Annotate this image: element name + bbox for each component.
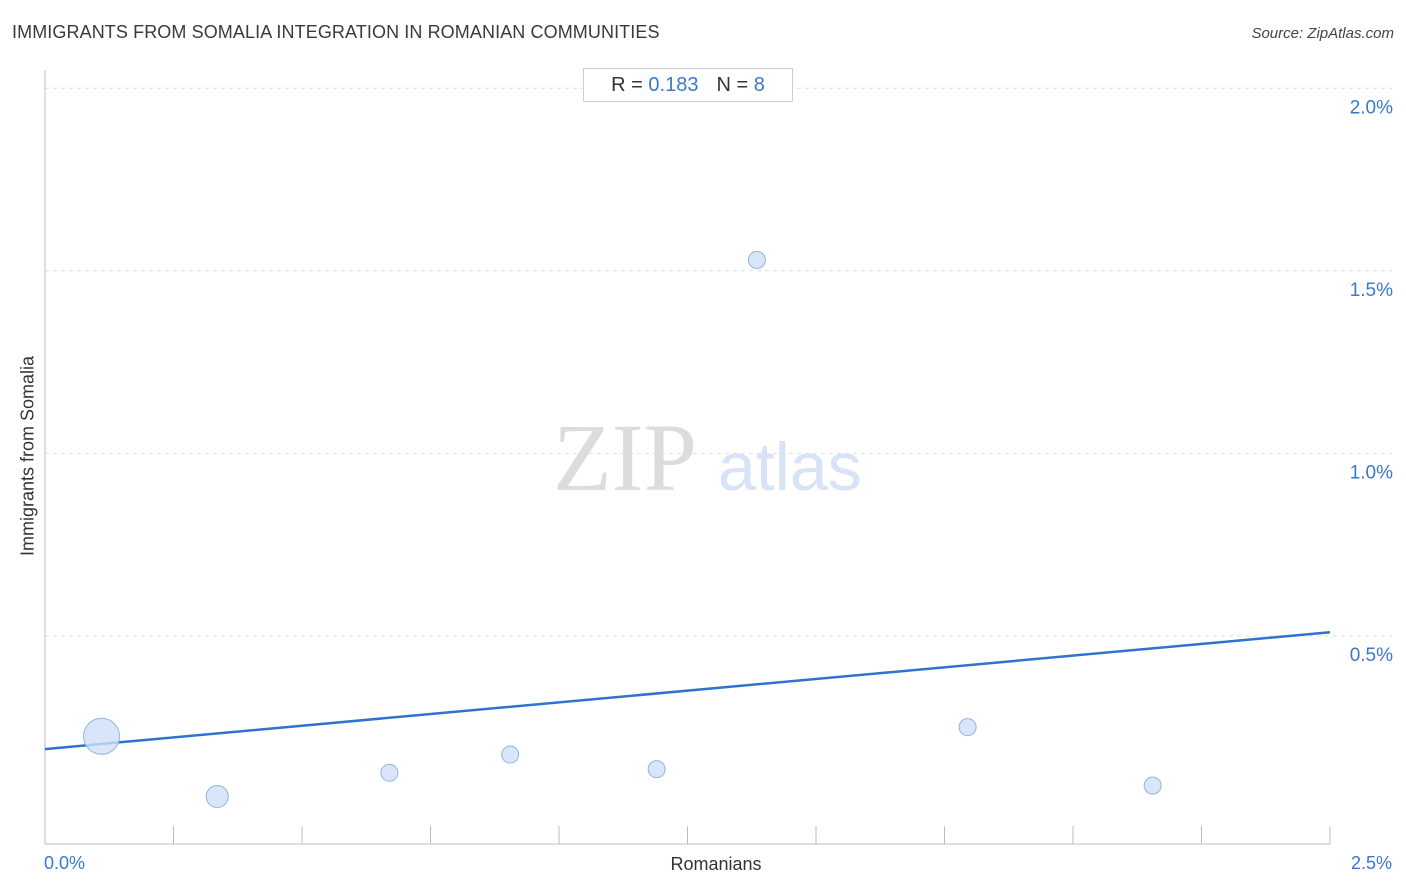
data-point-0 xyxy=(83,717,121,755)
r-label: R = xyxy=(611,73,643,96)
watermark-atlas: atlas xyxy=(718,429,862,505)
data-points xyxy=(83,250,1162,809)
y-tick-label-3: 2.0% xyxy=(1350,97,1393,118)
chart-title: IMMIGRANTS FROM SOMALIA INTEGRATION IN R… xyxy=(12,22,660,42)
source-credit: Source: ZipAtlas.com xyxy=(1251,25,1394,42)
data-point-2 xyxy=(380,763,399,782)
data-point-7 xyxy=(1143,776,1162,795)
x-axis-label: Romanians xyxy=(670,854,762,874)
n-stat: N = 8 xyxy=(716,74,764,97)
correlation-box: R = 0.183 N = 8 xyxy=(583,68,793,102)
y-tick-label-0: 0.5% xyxy=(1350,645,1393,666)
data-point-6 xyxy=(958,718,977,737)
data-point-4 xyxy=(647,760,666,779)
y-axis-label: Immigrants from Somalia xyxy=(17,355,38,557)
trendline-group xyxy=(44,631,1331,751)
r-stat: R = 0.183 xyxy=(611,74,698,97)
data-point-1 xyxy=(205,785,229,809)
x-tick-label-max: 2.5% xyxy=(1350,853,1392,873)
x-tick-label-min: 0.0% xyxy=(44,853,86,873)
gridlines xyxy=(45,87,1392,637)
r-value: 0.183 xyxy=(648,73,699,96)
y-tick-label-2: 1.5% xyxy=(1350,280,1393,301)
y-tick-label-1: 1.0% xyxy=(1350,462,1393,483)
data-point-3 xyxy=(501,745,520,764)
axes xyxy=(44,70,1331,845)
watermark: ZIP atlas xyxy=(553,404,862,511)
n-label: N = xyxy=(716,73,749,96)
watermark-zip: ZIP xyxy=(553,404,697,511)
data-point-5 xyxy=(747,250,766,269)
trendline xyxy=(44,631,1331,751)
y-tick-labels: 0.5% 1.0% 1.5% 2.0% xyxy=(1350,97,1393,666)
n-value: 8 xyxy=(753,73,765,96)
